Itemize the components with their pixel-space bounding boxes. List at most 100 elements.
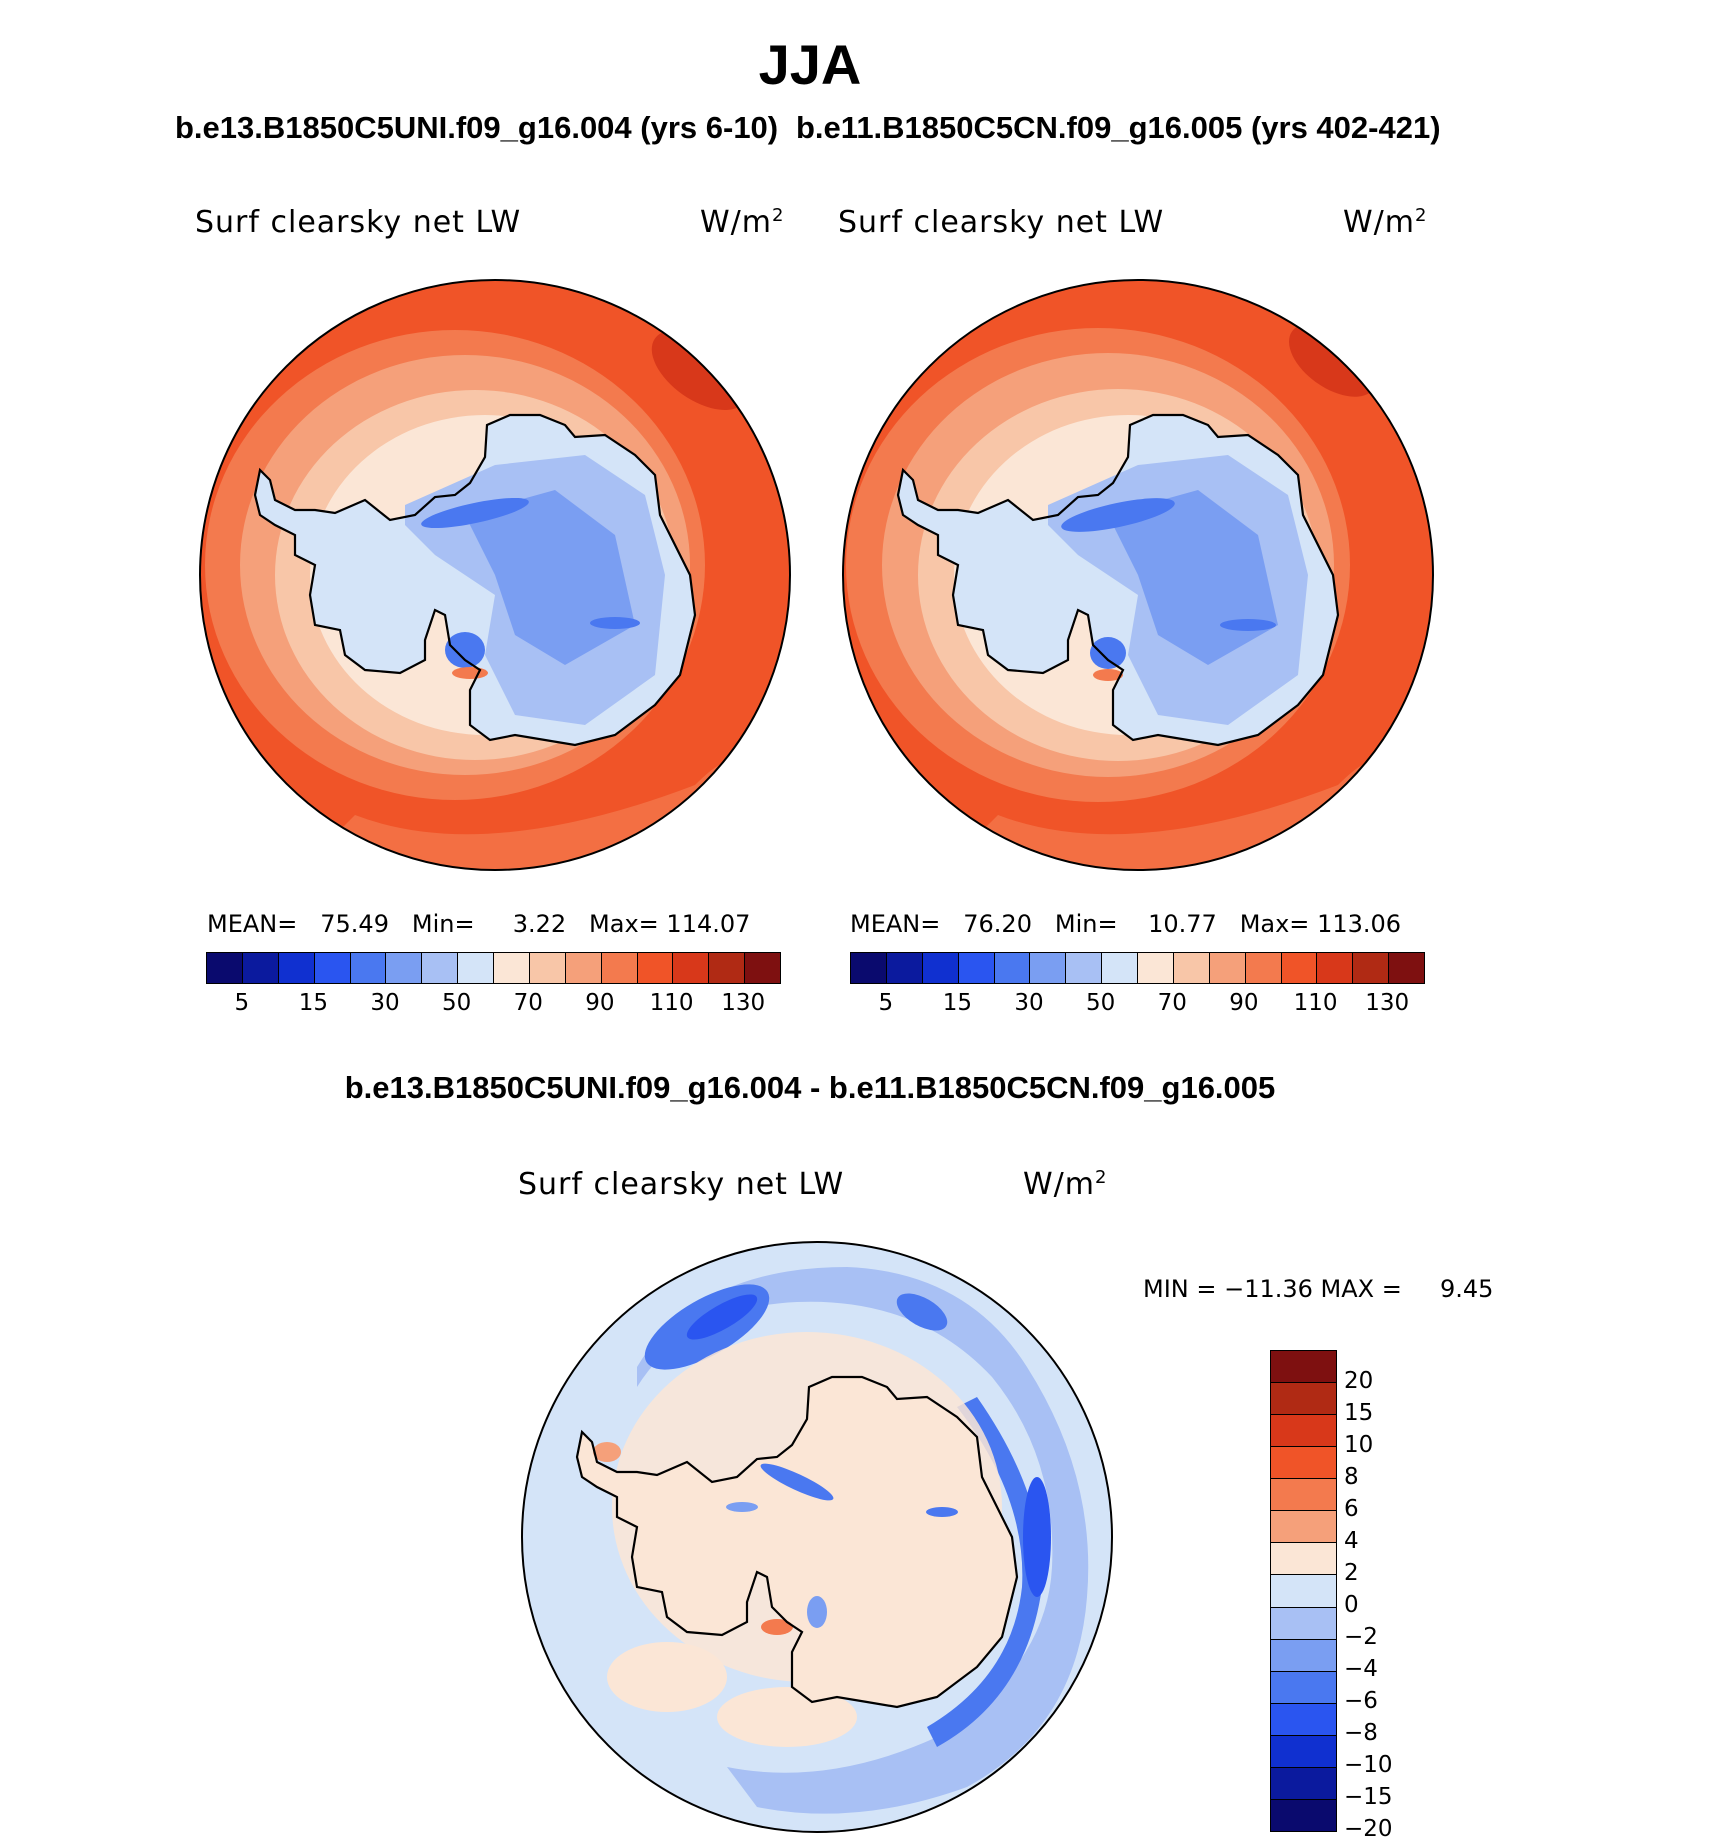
colorbar-difference-tick-label: 6 [1344,1496,1359,1522]
panel-left-variable: Surf clearsky net LW [195,205,522,240]
colorbar-right-swatch [1352,953,1389,983]
colorbar-difference-tick-label: −10 [1344,1752,1393,1778]
colorbar-left-swatch [457,953,493,983]
colorbar-right-swatch [1065,953,1102,983]
colorbar-difference-tick-label: 4 [1344,1528,1359,1554]
difference-minmax: MIN = −11.36 MAX = 9.45 [1143,1275,1494,1303]
colorbar-difference-swatch [1271,1446,1336,1479]
colorbar-difference-swatch [1271,1798,1336,1831]
colorbar-difference-tick-label: −8 [1344,1720,1378,1746]
colorbar-left-tick-label: 50 [442,990,472,1016]
colorbar-difference-swatch [1271,1382,1336,1415]
colorbar-left-tick-label: 130 [721,990,766,1016]
colorbar-right-swatch [1388,953,1424,983]
colorbar-difference-tick-label: −20 [1344,1816,1393,1842]
colorbar-difference-tick-label: 20 [1344,1368,1374,1394]
panel-right-stats: MEAN= 76.20 Min= 10.77 Max= 113.06 [850,910,1402,938]
colorbar-difference-swatch [1271,1670,1336,1703]
colorbar-difference-swatch [1271,1414,1336,1447]
panel-left-case-title: b.e13.B1850C5UNI.f09_g16.004 (yrs 6-10) [175,110,779,145]
colorbar-left-swatch [349,953,386,983]
colorbar-right-swatch [1172,953,1209,983]
panel-right-units: W/m2 [1343,205,1428,240]
colorbar-left-tick-label: 90 [585,990,615,1016]
colorbar-left-swatch [277,953,314,983]
colorbar-right-swatch [1280,953,1317,983]
colorbar-right-swatch [1316,953,1353,983]
colorbar-left-swatch [744,953,780,983]
colorbar-left-swatch [313,953,350,983]
difference-units: W/m2 [1023,1167,1108,1202]
colorbar-right-swatch [1029,953,1066,983]
colorbar-right-tick-label: 50 [1086,990,1116,1016]
colorbar-difference-swatch [1271,1638,1336,1671]
colorbar-difference-swatch [1271,1766,1336,1799]
colorbar-left-swatch [528,953,565,983]
colorbar-difference-swatch [1271,1702,1336,1735]
colorbar-difference-ticks: 20 15 10 8 6 4 2 0 −2 −4 −6 −8 −10 −15 −20 [1344,1350,1464,1842]
colorbar-difference-tick-label: −4 [1344,1656,1378,1682]
colorbar-difference-swatch [1271,1510,1336,1543]
colorbar-right-swatch [851,953,886,983]
colorbar-left-swatch [600,953,637,983]
colorbar-difference [1270,1350,1337,1832]
map-difference [521,1241,1113,1833]
colorbar-right-swatch [957,953,994,983]
colorbar-right-tick-label: 15 [942,990,973,1016]
colorbar-left-tick-label: 70 [513,990,543,1016]
colorbar-difference-swatch [1271,1351,1336,1383]
colorbar-difference-tick-label: 8 [1344,1464,1359,1490]
map-right [842,279,1434,871]
panel-right-variable: Surf clearsky net LW [838,205,1165,240]
colorbar-left-swatch [207,953,242,983]
colorbar-right-tick-label: 70 [1157,990,1187,1016]
figure-title: JJA [758,33,862,96]
colorbar-difference-swatch [1271,1734,1336,1767]
colorbar-left-swatch [241,953,278,983]
colorbar-right [850,952,1425,984]
colorbar-left-ticks: 5 15 30 50 70 90 110 130 [206,990,779,1020]
colorbar-left-swatch [493,953,529,983]
colorbar-right-tick-label: 110 [1293,990,1338,1016]
colorbar-right-swatch [1244,953,1281,983]
colorbar-left [206,952,781,984]
colorbar-difference-swatch [1271,1478,1336,1511]
colorbar-right-swatch [993,953,1030,983]
colorbar-right-swatch [1101,953,1137,983]
colorbar-difference-swatch [1271,1574,1336,1607]
colorbar-left-tick-label: 110 [649,990,694,1016]
colorbar-difference-swatch [1271,1606,1336,1639]
colorbar-left-swatch [564,953,601,983]
colorbar-difference-tick-label: −15 [1344,1784,1393,1810]
colorbar-difference-tick-label: 15 [1344,1400,1374,1426]
colorbar-right-swatch [885,953,922,983]
colorbar-difference-tick-label: 2 [1344,1560,1359,1586]
colorbar-left-swatch [385,953,422,983]
colorbar-difference-tick-label: 0 [1344,1592,1359,1618]
colorbar-left-swatch [421,953,458,983]
colorbar-right-ticks: 5 15 30 50 70 90 110 130 [850,990,1423,1020]
colorbar-right-swatch [1208,953,1245,983]
colorbar-right-swatch [1137,953,1173,983]
colorbar-left-tick-label: 15 [298,990,329,1016]
difference-variable: Surf clearsky net LW [518,1167,845,1202]
colorbar-right-swatch [921,953,958,983]
colorbar-right-tick-label: 90 [1229,990,1259,1016]
colorbar-left-swatch [672,953,709,983]
colorbar-difference-tick-label: −2 [1344,1624,1378,1650]
panel-left-units: W/m2 [700,205,785,240]
difference-title: b.e13.B1850C5UNI.f09_g16.004 - b.e11.B18… [344,1070,1276,1105]
colorbar-left-swatch [636,953,673,983]
colorbar-right-tick-label: 30 [1014,990,1044,1016]
map-left [199,279,791,871]
colorbar-left-tick-label: 5 [234,990,250,1016]
panel-left-stats: MEAN= 75.49 Min= 3.22 Max= 114.07 [207,910,751,938]
colorbar-right-tick-label: 130 [1365,990,1410,1016]
colorbar-difference-swatch [1271,1542,1336,1575]
colorbar-difference-tick-label: −6 [1344,1688,1378,1714]
colorbar-left-swatch [708,953,745,983]
colorbar-right-tick-label: 5 [878,990,894,1016]
colorbar-difference-tick-label: 10 [1344,1432,1374,1458]
panel-right-case-title: b.e11.B1850C5CN.f09_g16.005 (yrs 402-421… [796,110,1441,145]
colorbar-left-tick-label: 30 [370,990,400,1016]
